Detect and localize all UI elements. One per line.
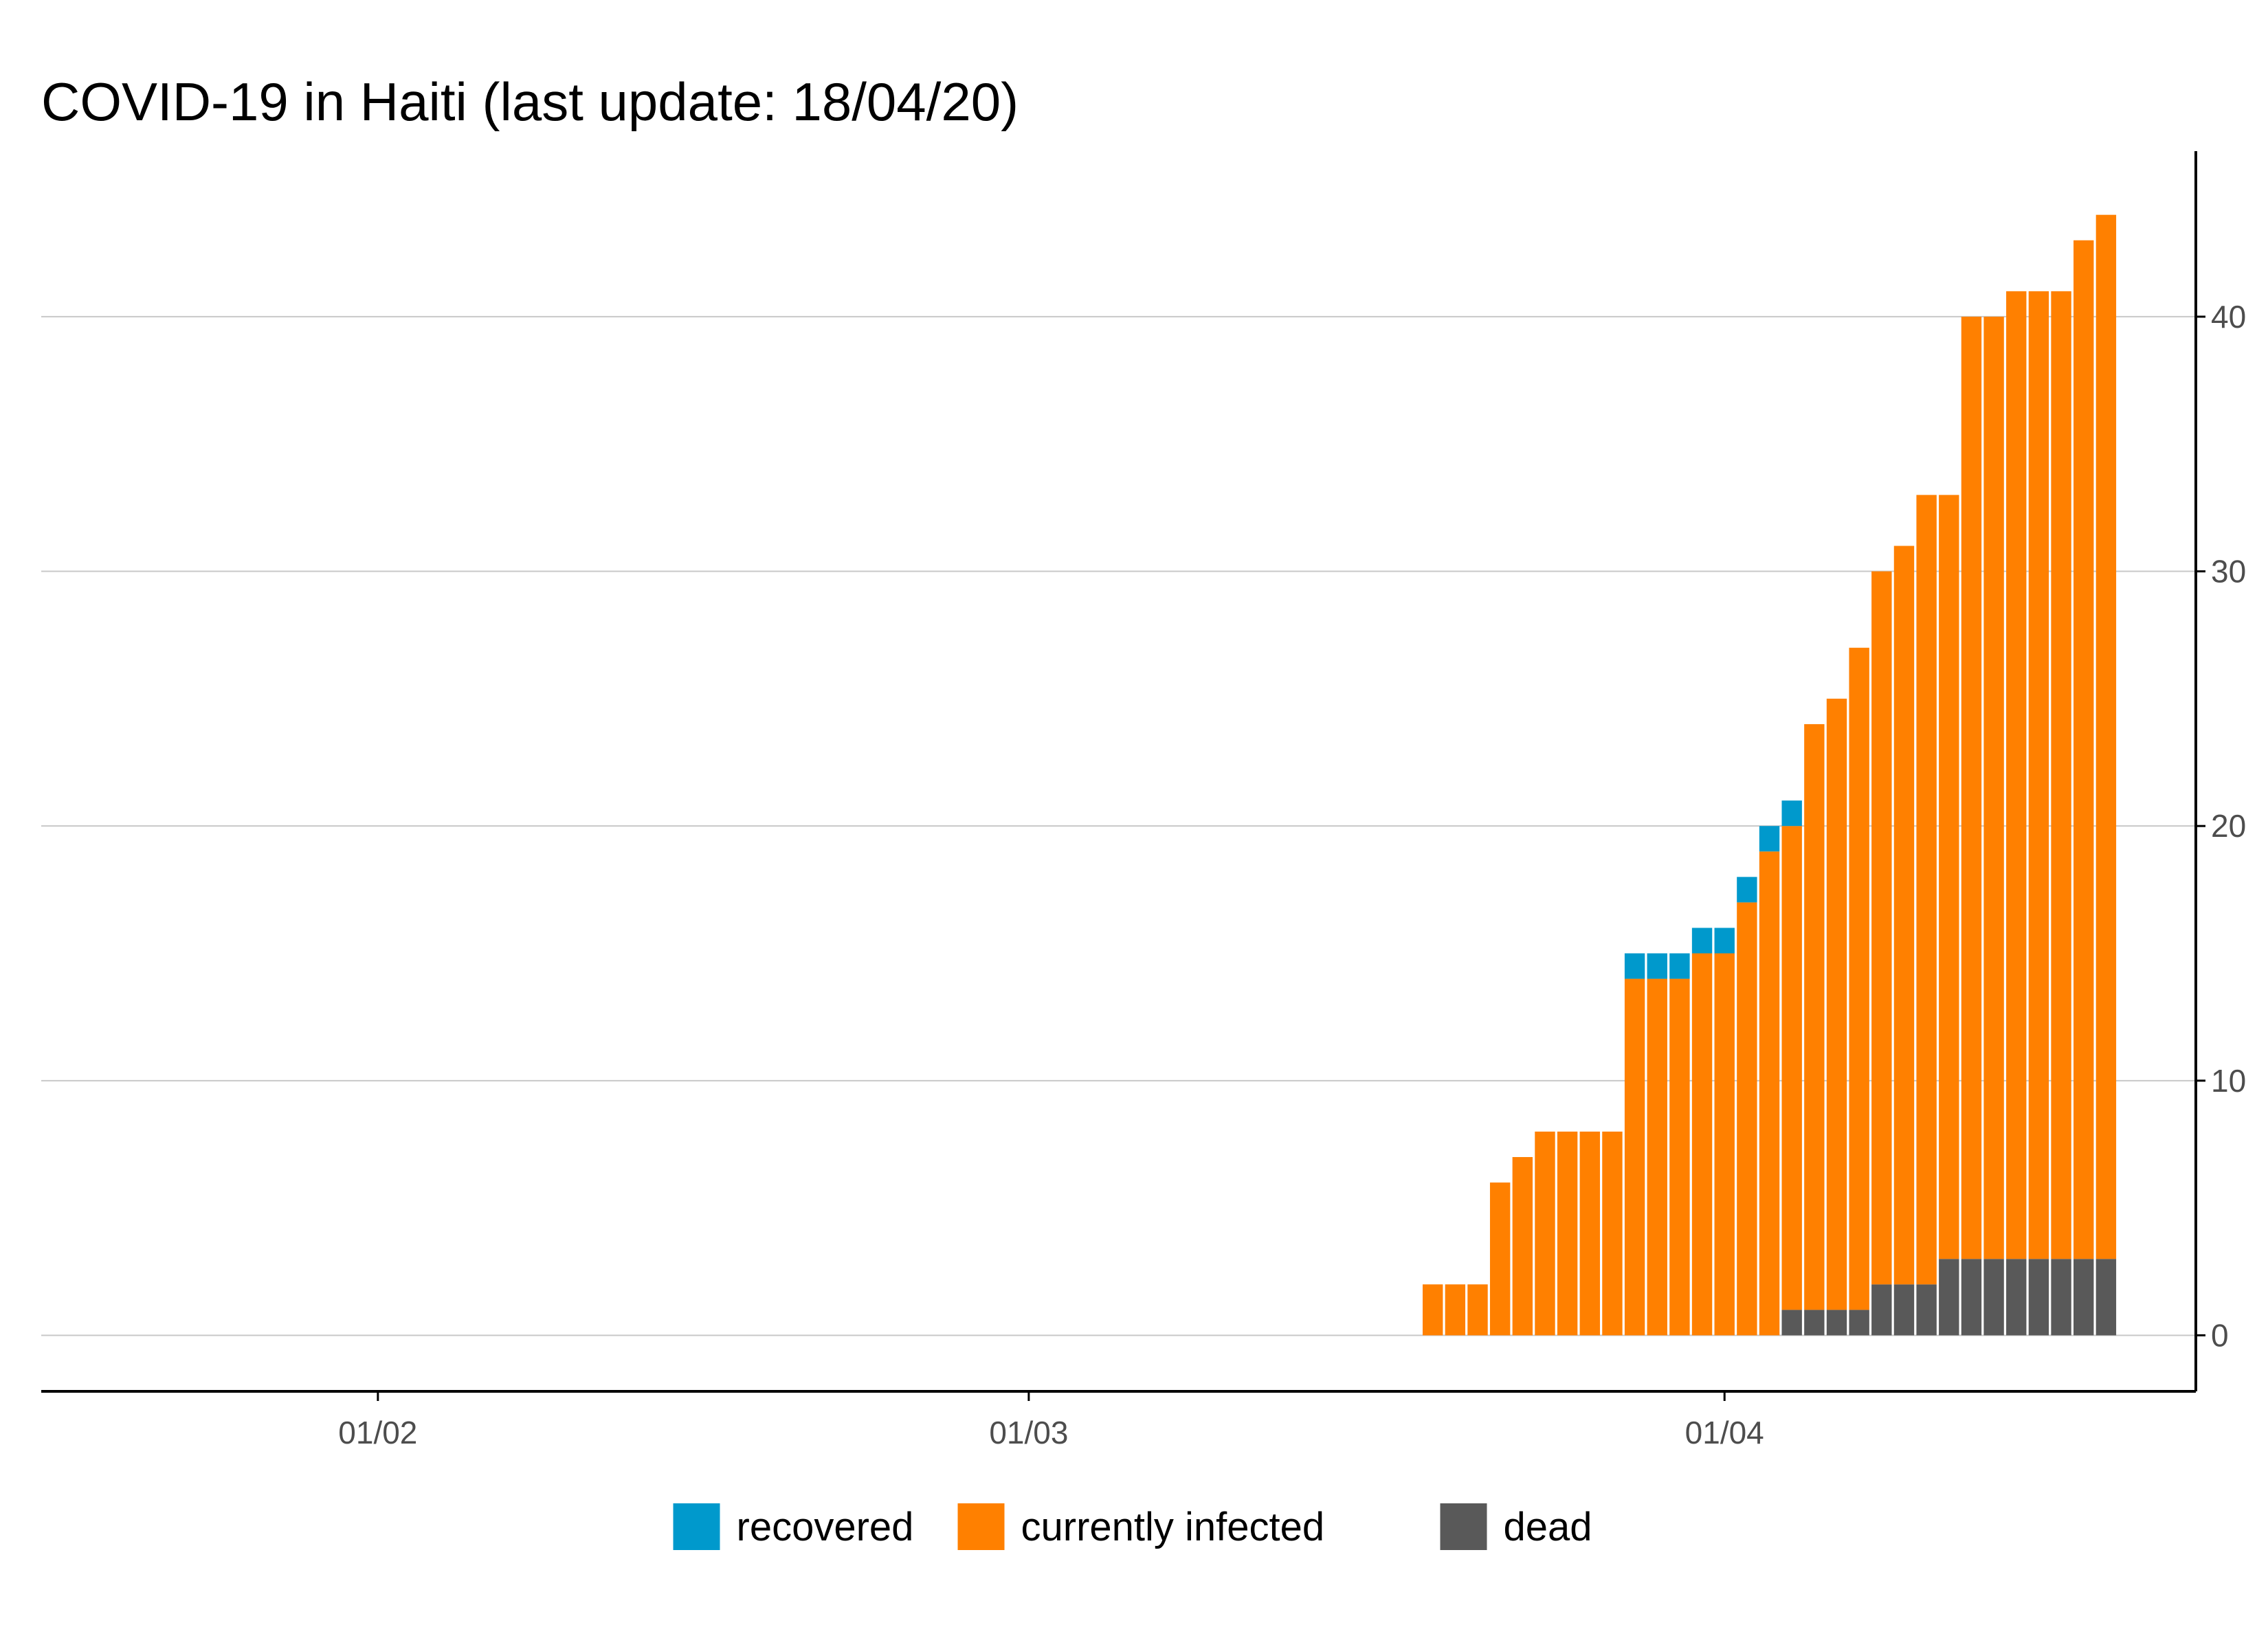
bar-currently-infected (1624, 978, 1645, 1336)
bars (1422, 214, 2117, 1336)
bar-currently-infected (2074, 240, 2094, 1259)
bar-currently-infected (1714, 953, 1735, 1336)
bar-recovered (1669, 953, 1690, 979)
bar-currently-infected (2095, 214, 2117, 1259)
bar-currently-infected (1489, 1182, 1511, 1336)
bar-currently-infected (1961, 316, 1982, 1259)
bar-recovered (1737, 877, 1757, 903)
bar-currently-infected (2028, 291, 2049, 1259)
bar-currently-infected (1512, 1157, 1533, 1336)
bar-currently-infected (1826, 698, 1847, 1310)
bar-currently-infected (1557, 1131, 1578, 1336)
bar-currently-infected (1983, 316, 2004, 1259)
bar-recovered (1624, 953, 1645, 979)
bar-dead (1826, 1310, 1847, 1336)
bar-dead (1983, 1259, 2004, 1336)
bar-currently-infected (1422, 1284, 1443, 1336)
bar-dead (2051, 1259, 2071, 1336)
bar-recovered (1647, 953, 1667, 979)
bar-dead (2006, 1259, 2027, 1336)
bar-currently-infected (1939, 495, 1959, 1259)
legend-swatch-recovered (673, 1503, 720, 1550)
y-tick-label: 10 (2211, 1063, 2246, 1099)
bar-recovered (1714, 928, 1735, 954)
bar-currently-infected (1893, 546, 1915, 1285)
y-tick-label: 40 (2211, 299, 2246, 335)
bar-dead (2095, 1259, 2117, 1336)
y-tick-label: 20 (2211, 808, 2246, 844)
chart-title: COVID-19 in Haiti (last update: 18/04/20… (41, 71, 1019, 132)
bar-currently-infected (1849, 647, 1869, 1310)
bar-currently-infected (1759, 851, 1780, 1336)
bar-currently-infected (2006, 291, 2027, 1259)
bar-currently-infected (1445, 1284, 1466, 1336)
bar-currently-infected (1647, 978, 1667, 1336)
bar-currently-infected (1871, 571, 1892, 1285)
bar-dead (1893, 1284, 1915, 1336)
legend-swatch-dead (1440, 1503, 1487, 1550)
bar-dead (2074, 1259, 2094, 1336)
bar-dead (1804, 1310, 1825, 1336)
bar-recovered (1781, 800, 1802, 827)
bar-currently-infected (1602, 1131, 1623, 1336)
bar-dead (1961, 1259, 1982, 1336)
x-tick-label: 01/02 (338, 1415, 417, 1450)
bar-currently-infected (1579, 1131, 1600, 1336)
bar-dead (1939, 1259, 1959, 1336)
bar-currently-infected (1737, 902, 1757, 1336)
bar-dead (1849, 1310, 1869, 1336)
x-tick-label: 01/04 (1685, 1415, 1764, 1450)
bar-currently-infected (1669, 978, 1690, 1336)
bar-currently-infected (2051, 291, 2071, 1259)
bar-currently-infected (1467, 1284, 1488, 1336)
x-tick-label: 01/03 (989, 1415, 1068, 1450)
y-tick-label: 0 (2211, 1317, 2229, 1353)
bar-dead (2028, 1259, 2049, 1336)
bar-recovered (1691, 928, 1713, 954)
y-tick-label: 30 (2211, 554, 2246, 590)
legend-swatch-currently-infected (957, 1503, 1005, 1550)
bar-dead (1871, 1284, 1892, 1336)
legend-label: recovered (737, 1505, 914, 1549)
bar-currently-infected (1804, 723, 1825, 1310)
legend-label: currently infected (1021, 1505, 1325, 1549)
axes: 0 10 20 30 40 01/02 01/03 01/04 (41, 151, 2246, 1450)
bar-currently-infected (1535, 1131, 1555, 1336)
legend-label: dead (1504, 1505, 1592, 1549)
bar-currently-infected (1781, 826, 1802, 1310)
bar-currently-infected (1916, 495, 1937, 1285)
legend: recovered currently infected dead (673, 1503, 1592, 1550)
bar-currently-infected (1691, 953, 1713, 1336)
bar-dead (1916, 1284, 1937, 1336)
bar-recovered (1759, 826, 1780, 852)
bar-dead (1781, 1310, 1802, 1336)
